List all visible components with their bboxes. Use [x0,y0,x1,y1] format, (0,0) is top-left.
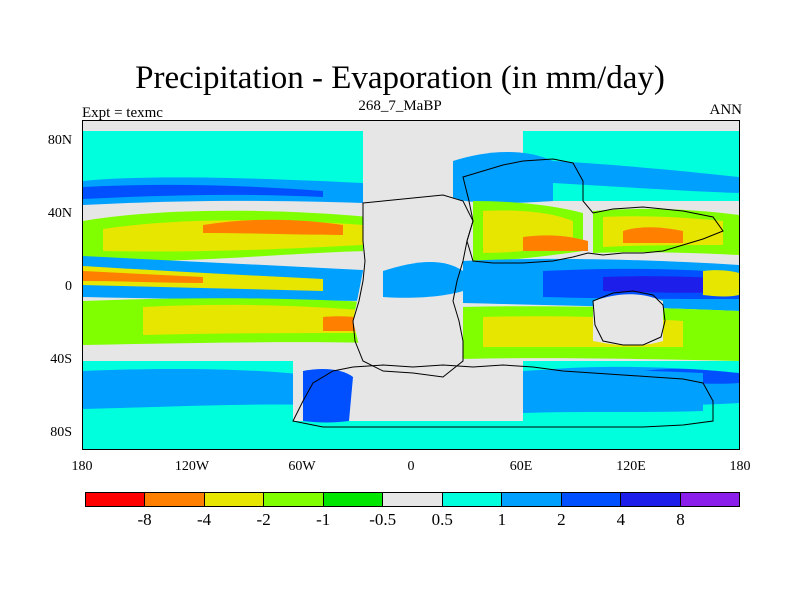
equatorial-dry-east [703,270,739,297]
northern-continent-coastline [462,158,724,264]
southern-continent-wet-west [303,369,353,423]
colorbar-label: 0.5 [431,510,453,529]
north-pacific-orange-east [623,227,683,243]
polar-continent-blue [453,151,553,203]
colorbar-swatch [86,493,146,506]
colorbar-label: 2 [557,510,566,529]
lon-tick-label: 0 [407,459,415,474]
north-subtropic-orange-east [523,235,588,251]
equatorial-orange-west [83,271,203,283]
central-continent-coastline [352,194,474,378]
colorbar-swatch [204,493,265,506]
lon-tick-label: 120E [616,459,646,474]
south-east-wet [523,369,703,413]
colorbar-label: -4 [196,510,212,529]
lat-tick-label: 40N [47,206,72,221]
eastern-continent-coastline [592,290,666,346]
antarctic-band [83,433,739,449]
lat-tick-label: 40S [50,352,72,367]
north-pacific-storm-core [83,184,323,199]
colorbar-swatch [442,493,503,506]
colorbar-label: -0.5 [369,510,397,529]
season-label: ANN [709,102,743,118]
colorbar-label: -2 [256,510,271,529]
north-east-storm [553,161,739,193]
north-subtropic-orange-west [203,219,343,235]
colorbar-swatch [264,493,324,506]
colorbar-label: 4 [616,510,626,529]
colorbar-label: -1 [316,510,331,529]
colorbar-swatch [383,493,443,506]
colorbar-label: 8 [676,510,685,529]
experiment-label: Expt = texmc [82,105,163,121]
precip-evap-map [83,121,739,449]
colorbar-label: 1 [497,510,507,529]
colorbar-swatch [323,493,384,506]
lon-tick-label: 180 [71,459,93,474]
southern-continent [293,358,523,421]
colorbar-swatch [621,493,681,506]
colorbar-swatch [561,493,622,506]
colorbar [85,492,740,507]
lat-tick-label: 0 [65,279,72,294]
lon-tick-label: 120W [174,459,210,474]
lon-tick-label: 60E [509,459,533,474]
lat-tick-label: 80N [47,133,72,148]
map-plot-area [82,120,740,450]
plot-title: Precipitation - Evaporation (in mm/day) [135,60,665,96]
lon-tick-label: 180 [729,459,751,474]
colorbar-swatch [502,493,562,506]
lat-tick-label: 80S [50,425,72,440]
eastern-continent [593,294,663,346]
south-subtropic-yellow-west [143,304,373,335]
colorbar-label: -8 [137,510,152,529]
southern-continent-coastline [292,364,714,428]
plot-subtitle: 268_7_MaBP [358,98,442,114]
central-continent-wet-patch [383,261,463,298]
colorbar-swatch [680,493,739,506]
colorbar-swatch [145,493,205,506]
lon-tick-label: 60W [288,459,316,474]
south-storm-track-west [83,368,323,409]
